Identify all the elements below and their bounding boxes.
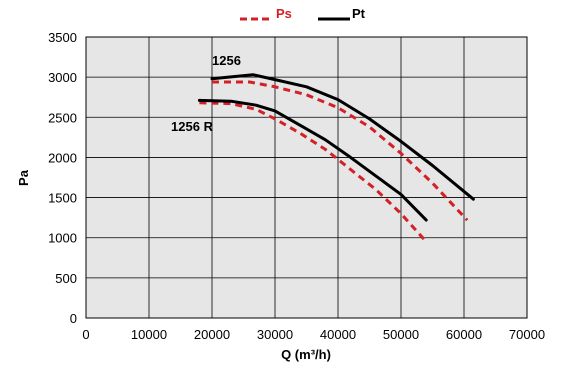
x-tick-label: 60000 <box>446 327 482 342</box>
series-line <box>210 73 475 201</box>
legend: Ps Pt <box>240 6 366 21</box>
series-line <box>199 101 428 243</box>
series-layer <box>197 73 475 243</box>
plot-area-background <box>86 37 527 318</box>
y-tick-label: 3000 <box>48 70 77 85</box>
x-tick-label: 30000 <box>257 327 293 342</box>
x-tick-label: 50000 <box>383 327 419 342</box>
annotations: 1256 1256 R <box>171 53 241 134</box>
series-line <box>197 98 428 222</box>
x-tick-label: 10000 <box>131 327 167 342</box>
series-ps-1256-r <box>199 101 428 243</box>
curve-label: 1256 R <box>171 119 214 134</box>
grid-lines <box>85 36 528 319</box>
plot-area-border <box>85 36 528 319</box>
x-tick-label: 20000 <box>194 327 230 342</box>
legend-label-pt: Pt <box>352 6 366 21</box>
legend-label-ps: Ps <box>276 6 292 21</box>
y-tick-label: 3500 <box>48 30 77 45</box>
y-tick-label: 2500 <box>48 110 77 125</box>
y-tick-label: 0 <box>70 311 77 326</box>
y-tick-label: 1500 <box>48 191 77 206</box>
y-tick-label: 1000 <box>48 231 77 246</box>
x-tick-label: 0 <box>82 327 89 342</box>
y-tick-label: 500 <box>55 271 77 286</box>
y-axis-label: Pa <box>16 169 31 186</box>
x-axis-label: Q (m³/h) <box>281 347 331 362</box>
x-axis-ticks: 0 10000 20000 30000 40000 50000 60000 70000 <box>82 327 545 342</box>
x-tick-label: 70000 <box>509 327 545 342</box>
series-pt-1256 <box>210 73 475 201</box>
y-tick-label: 2000 <box>48 150 77 165</box>
curve-label: 1256 <box>212 53 241 68</box>
series-pt-1256-r <box>197 98 428 222</box>
x-tick-label: 40000 <box>320 327 356 342</box>
y-axis-ticks: 0 500 1000 1500 2000 2500 3000 3500 <box>48 30 77 326</box>
